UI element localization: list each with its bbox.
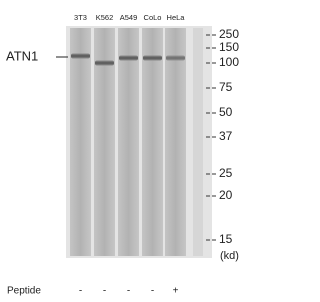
lane-label: 3T3: [74, 13, 87, 22]
peptide-sign: -: [79, 286, 82, 297]
marker-label: 100: [219, 55, 239, 69]
marker-label: 25: [219, 166, 233, 180]
band: [71, 54, 90, 59]
peptide-sign: -: [103, 286, 106, 297]
marker-label: 37: [219, 129, 233, 143]
peptide-sign: +: [173, 286, 179, 297]
lane: [118, 28, 139, 256]
lane-label: A549: [120, 13, 138, 22]
lane: [70, 28, 91, 256]
lane: [142, 28, 163, 256]
peptide-label: Peptide: [7, 286, 41, 297]
marker-label: 15: [219, 232, 233, 246]
band: [95, 61, 114, 66]
lane-label: HeLa: [167, 13, 186, 22]
marker-label: 75: [219, 80, 233, 94]
lane-label: CoLo: [144, 13, 162, 22]
protein-label: ATN1: [6, 48, 38, 63]
band: [119, 56, 138, 61]
western-blot-figure: ATN1 Peptide (kd) 3T3 K562 A549 CoLo HeLa 250…: [0, 0, 253, 302]
unit-label: (kd): [220, 250, 239, 262]
blot: ATN1 Peptide (kd) 3T3 K562 A549 CoLo HeLa 250…: [0, 0, 253, 302]
lane-label: K562: [96, 13, 114, 22]
marker-label: 150: [219, 40, 239, 54]
ladder-lane: [193, 28, 203, 256]
marker-label: 250: [219, 27, 239, 41]
marker-label: 20: [219, 188, 233, 202]
band: [166, 56, 185, 61]
peptide-sign: -: [127, 286, 130, 297]
lane: [165, 28, 186, 256]
peptide-sign: -: [151, 286, 154, 297]
band: [143, 56, 162, 61]
marker-label: 50: [219, 105, 233, 119]
